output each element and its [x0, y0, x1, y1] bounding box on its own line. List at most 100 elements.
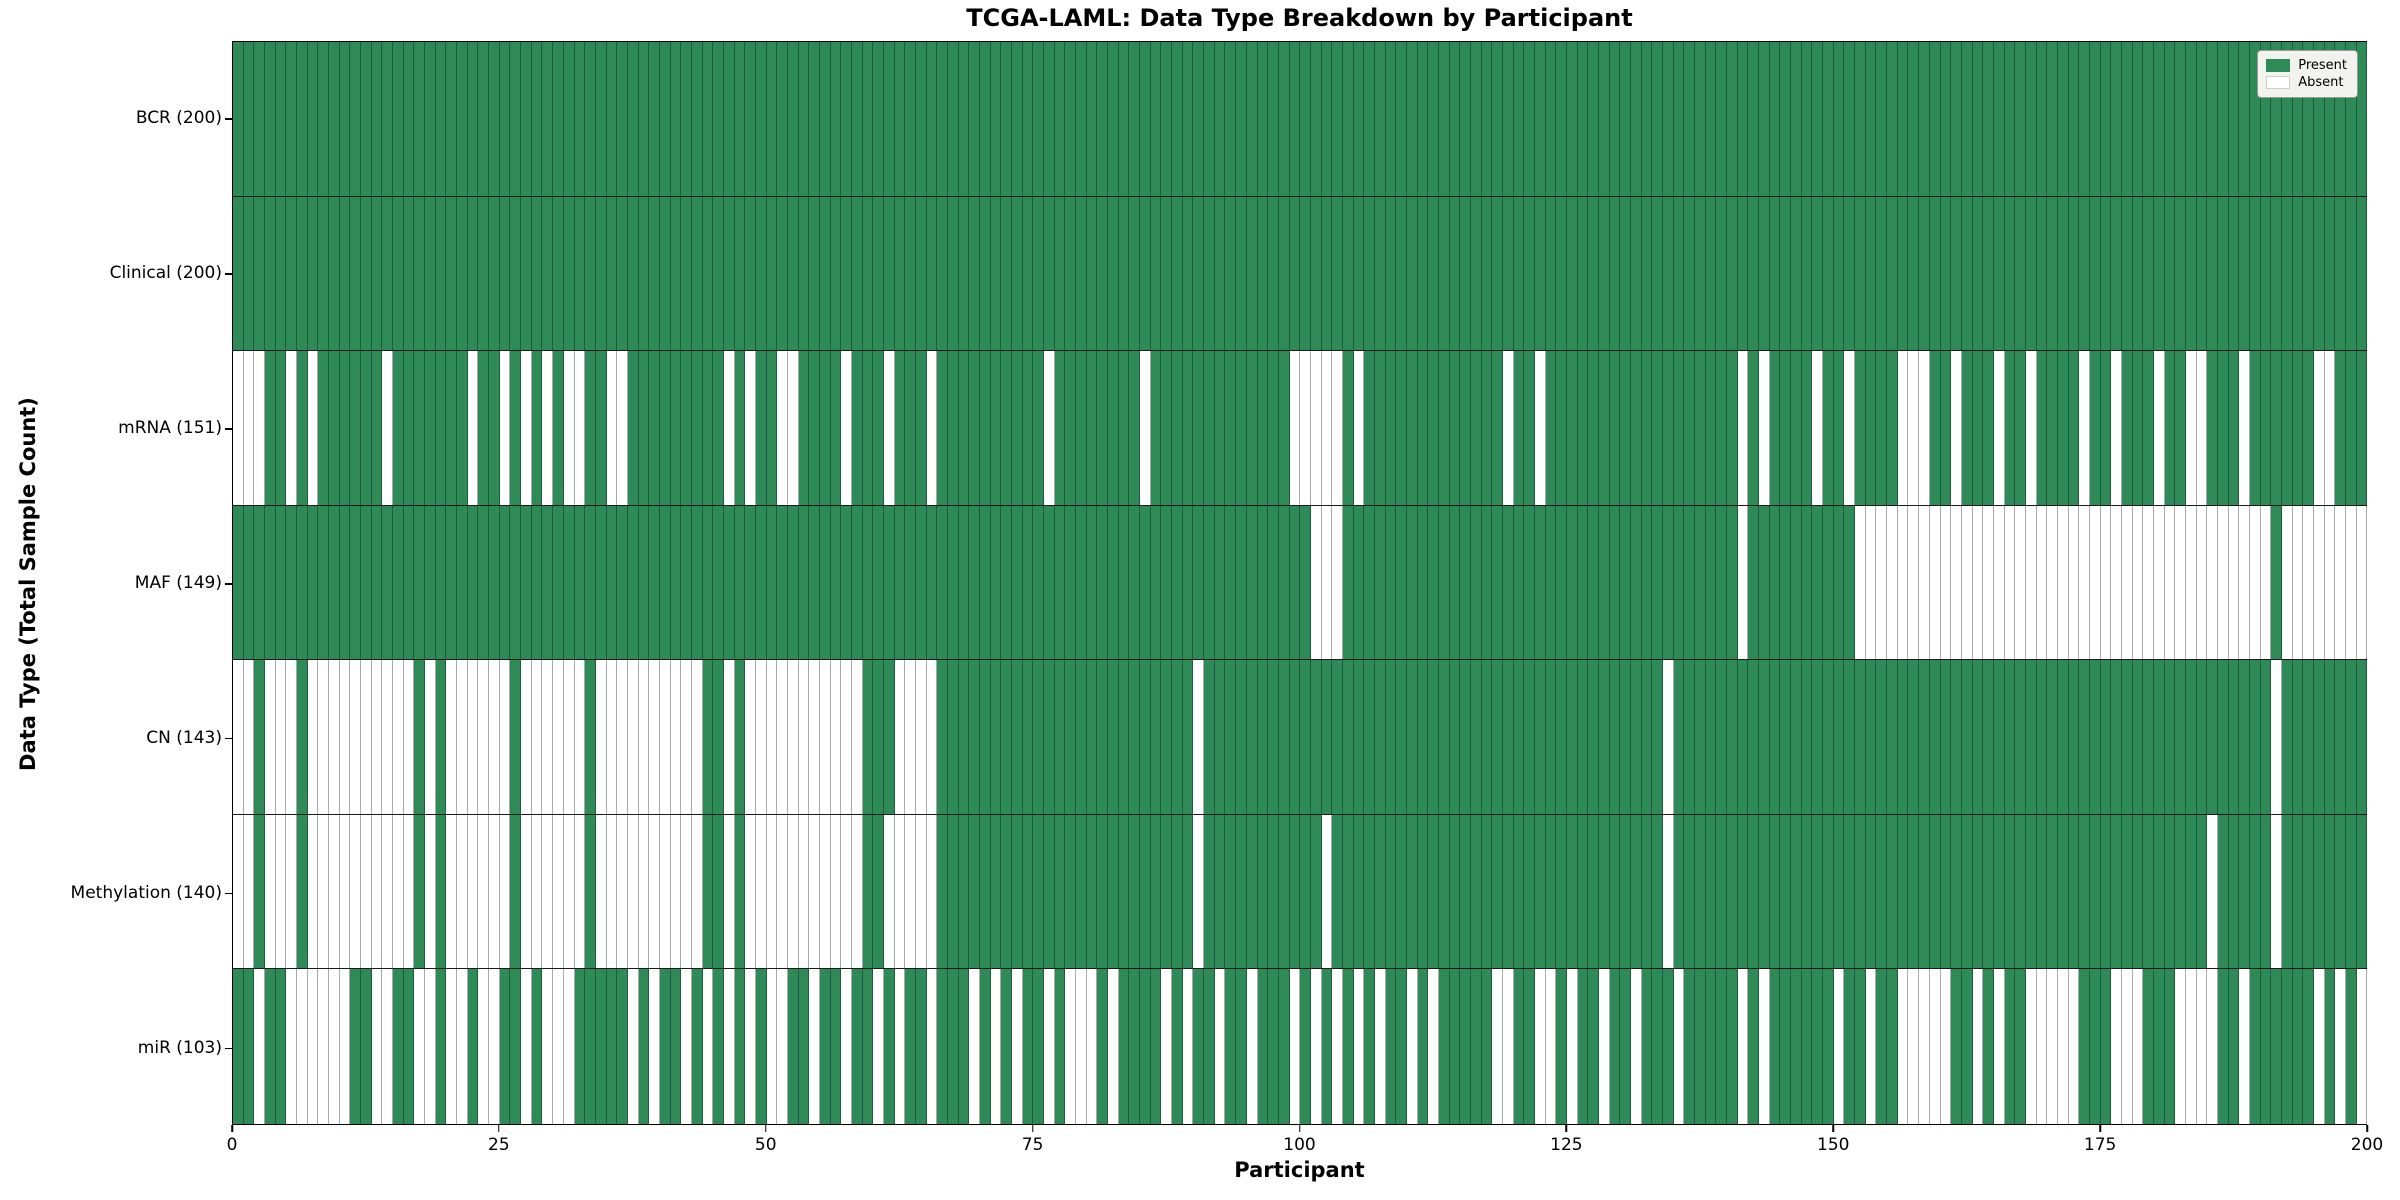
cell-mRNA-86-present — [1150, 351, 1162, 505]
cell-CN-60-present — [873, 660, 884, 814]
cell-miR-108-present — [1385, 969, 1397, 1124]
cell-MAF-170-absent — [2047, 505, 2058, 660]
cell-CN-43-absent — [691, 660, 703, 814]
cell-CN-76-present — [1044, 660, 1055, 814]
cell-CN-144-present — [1769, 660, 1781, 814]
cell-Methylation-186-present — [2217, 814, 2229, 969]
cell-Clinical-76-present — [1044, 196, 1055, 351]
cell-BCR-20-present — [446, 42, 458, 196]
cell-Methylation-53-absent — [798, 814, 810, 969]
cell-mRNA-181-present — [2164, 351, 2176, 505]
cell-mRNA-175-present — [2100, 351, 2112, 505]
cell-Clinical-14-present — [382, 196, 394, 351]
cell-mRNA-98-present — [1278, 351, 1290, 505]
cell-Methylation-126-present — [1577, 814, 1589, 969]
cell-CN-152-present — [1855, 660, 1866, 814]
cell-miR-141-absent — [1737, 969, 1749, 1124]
cell-miR-130-present — [1620, 969, 1632, 1124]
cell-Clinical-157-present — [1908, 196, 1920, 351]
cell-miR-79-absent — [1076, 969, 1087, 1124]
cell-BCR-105-present — [1353, 42, 1365, 196]
cell-Clinical-41-present — [670, 196, 682, 351]
cell-BCR-39-present — [649, 42, 660, 196]
cell-Clinical-2-present — [254, 196, 266, 351]
cell-Methylation-35-absent — [606, 814, 618, 969]
cell-CN-119-present — [1502, 660, 1514, 814]
cell-CN-139-present — [1716, 660, 1728, 814]
cell-Methylation-67-present — [948, 814, 959, 969]
cell-Methylation-21-absent — [457, 814, 468, 969]
cell-Methylation-44-present — [702, 814, 714, 969]
cell-mRNA-137-present — [1695, 351, 1706, 505]
cell-Methylation-172-present — [2068, 814, 2080, 969]
cell-mRNA-45-present — [713, 351, 724, 505]
cell-CN-160-present — [1940, 660, 1952, 814]
cell-BCR-75-present — [1033, 42, 1045, 196]
cell-miR-15-present — [393, 969, 404, 1124]
cell-Clinical-100-present — [1300, 196, 1311, 351]
cell-miR-170-absent — [2047, 969, 2058, 1124]
cell-CN-174-present — [2089, 660, 2101, 814]
cell-CN-169-present — [2036, 660, 2048, 814]
cell-Methylation-42-absent — [681, 814, 692, 969]
cell-miR-145-present — [1780, 969, 1792, 1124]
cell-Clinical-77-present — [1054, 196, 1066, 351]
cell-BCR-130-present — [1620, 42, 1632, 196]
cell-mRNA-195-absent — [2314, 351, 2325, 505]
cell-miR-190-present — [2260, 969, 2272, 1124]
cell-Methylation-108-present — [1385, 814, 1397, 969]
cell-Clinical-66-present — [937, 196, 949, 351]
cell-BCR-70-present — [980, 42, 991, 196]
cell-miR-115-present — [1460, 969, 1471, 1124]
cell-miR-155-present — [1887, 969, 1898, 1124]
cell-Methylation-146-present — [1791, 814, 1802, 969]
cell-Clinical-159-present — [1929, 196, 1941, 351]
cell-Methylation-175-present — [2100, 814, 2112, 969]
cell-MAF-22-present — [467, 505, 479, 660]
cell-MAF-167-absent — [2015, 505, 2026, 660]
cell-Methylation-61-absent — [883, 814, 895, 969]
cell-miR-159-absent — [1929, 969, 1941, 1124]
cell-miR-26-present — [510, 969, 522, 1124]
cell-BCR-85-present — [1140, 42, 1151, 196]
cell-Clinical-117-present — [1481, 196, 1493, 351]
cell-miR-58-present — [851, 969, 863, 1124]
chart-title: TCGA-LAML: Data Type Breakdown by Partic… — [966, 4, 1633, 32]
cell-Clinical-193-present — [2292, 196, 2304, 351]
cell-CN-58-absent — [851, 660, 863, 814]
cell-CN-105-present — [1353, 660, 1365, 814]
cell-mRNA-72-present — [1001, 351, 1013, 505]
cell-Methylation-171-present — [2057, 814, 2069, 969]
cell-BCR-101-present — [1310, 42, 1322, 196]
cell-Clinical-138-present — [1705, 196, 1717, 351]
cell-mRNA-36-absent — [617, 351, 628, 505]
cell-CN-171-present — [2057, 660, 2069, 814]
cell-miR-88-present — [1172, 969, 1183, 1124]
cell-Methylation-124-present — [1556, 814, 1567, 969]
cell-miR-66-present — [937, 969, 949, 1124]
cell-BCR-197-present — [2335, 42, 2347, 196]
cell-Methylation-185-absent — [2207, 814, 2218, 969]
cell-MAF-8-present — [318, 505, 330, 660]
cell-BCR-42-present — [681, 42, 692, 196]
cell-mRNA-179-present — [2143, 351, 2154, 505]
cell-MAF-82-present — [1108, 505, 1119, 660]
cell-BCR-114-present — [1449, 42, 1461, 196]
cell-CN-45-present — [713, 660, 724, 814]
cell-BCR-1-present — [243, 42, 255, 196]
cell-BCR-116-present — [1470, 42, 1482, 196]
cell-Clinical-95-present — [1246, 196, 1258, 351]
cell-mRNA-24-present — [489, 351, 500, 505]
cell-CN-30-absent — [553, 660, 564, 814]
cell-MAF-31-present — [563, 505, 575, 660]
cell-BCR-82-present — [1108, 42, 1119, 196]
cell-MAF-87-present — [1161, 505, 1173, 660]
cell-mRNA-182-present — [2175, 351, 2186, 505]
cell-MAF-14-present — [382, 505, 394, 660]
cell-Clinical-115-present — [1460, 196, 1471, 351]
cell-MAF-84-present — [1129, 505, 1141, 660]
cell-mRNA-108-present — [1385, 351, 1397, 505]
cell-miR-187-present — [2228, 969, 2240, 1124]
cell-BCR-99-present — [1289, 42, 1301, 196]
cell-MAF-57-present — [841, 505, 852, 660]
